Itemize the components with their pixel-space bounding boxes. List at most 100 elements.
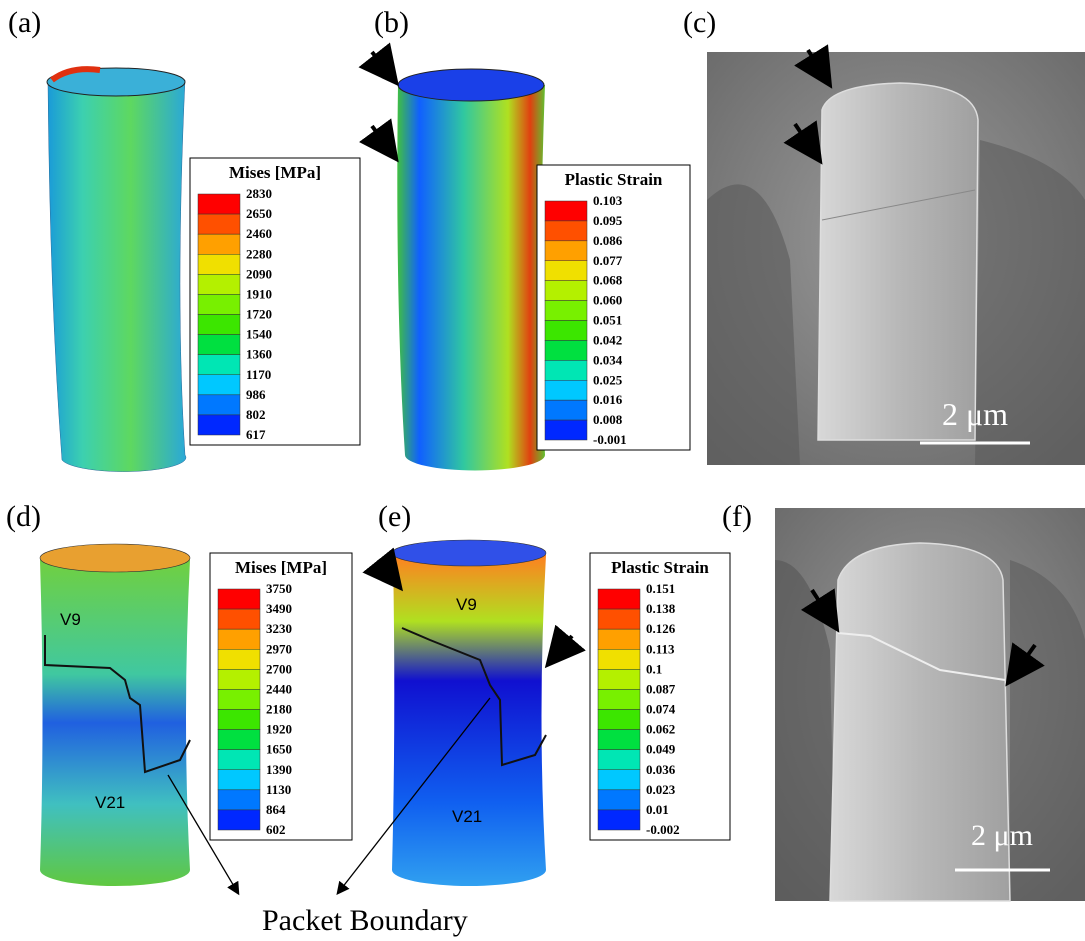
figure: Packet Boundary (a) Mises [MPa] 2830 2650 24… — [0, 0, 1085, 941]
legend-swatch — [198, 234, 240, 254]
legend-swatch — [198, 355, 240, 375]
caption: Packet Boundary — [262, 904, 468, 937]
sem-image-f — [775, 508, 1085, 901]
legend-value: 0.103 — [593, 193, 623, 208]
legend-title: Mises [MPa] — [235, 558, 327, 577]
legend-swatch — [218, 710, 260, 730]
legend-value: 1910 — [246, 286, 272, 301]
variant-label: V9 — [60, 610, 81, 629]
legend-title: Mises [MPa] — [229, 163, 321, 182]
legend-value: 0.068 — [593, 273, 623, 288]
legend-value: 2460 — [246, 226, 272, 241]
legend-swatch — [198, 194, 240, 214]
legend-value: 2700 — [266, 661, 292, 676]
model-a — [47, 68, 186, 472]
variant-label: V21 — [452, 807, 482, 826]
legend-swatch — [198, 415, 240, 435]
legend-swatch — [218, 689, 260, 709]
variant-label: V9 — [456, 595, 477, 614]
legend-swatch — [598, 629, 640, 649]
legend-value: 0.049 — [646, 742, 676, 757]
legend-value: 0.008 — [593, 412, 623, 427]
legend-value: 1720 — [246, 307, 272, 322]
legend-swatch — [598, 609, 640, 629]
legend-swatch — [198, 395, 240, 415]
legend-value: 986 — [246, 387, 266, 402]
legend: Plastic Strain 0.103 0.095 0.086 0.077 0.068 0… — [537, 165, 690, 450]
panel-label: (e) — [378, 500, 411, 533]
legend-value: 2830 — [246, 186, 272, 201]
legend-value: 1130 — [266, 782, 291, 797]
legend-swatch — [545, 201, 587, 221]
legend-value: 602 — [266, 822, 286, 837]
legend-value: 1360 — [246, 347, 272, 362]
legend-value: 2280 — [246, 246, 272, 261]
legend-value: -0.002 — [646, 822, 680, 837]
legend-value: 0.086 — [593, 233, 623, 248]
legend-value: 864 — [266, 802, 286, 817]
panel-label: (b) — [374, 6, 409, 39]
sem-image-c — [707, 52, 1085, 465]
legend-value: 2180 — [266, 702, 292, 717]
model-d — [40, 544, 190, 886]
legend-swatch — [218, 589, 260, 609]
legend-value: 2970 — [266, 641, 292, 656]
legend-swatch — [218, 770, 260, 790]
legend-swatch — [198, 294, 240, 314]
panel-label: (a) — [8, 6, 41, 39]
legend-swatch — [198, 315, 240, 335]
legend-title: Plastic Strain — [565, 170, 663, 189]
legend-swatch — [198, 335, 240, 355]
legend-value: 1920 — [266, 722, 292, 737]
legend-value: 0.01 — [646, 802, 669, 817]
legend-value: 802 — [246, 407, 266, 422]
legend-value: 0.113 — [646, 641, 675, 656]
legend-value: 0.138 — [646, 601, 676, 616]
scale-bar-label: 2 μm — [971, 819, 1033, 852]
legend-swatch — [598, 669, 640, 689]
legend-title: Plastic Strain — [611, 558, 709, 577]
legend-swatch — [598, 589, 640, 609]
legend-value: -0.001 — [593, 432, 627, 447]
legend-swatch — [598, 770, 640, 790]
legend-swatch — [218, 750, 260, 770]
legend-value: 2440 — [266, 681, 292, 696]
legend-value: 0.060 — [593, 293, 622, 308]
legend-swatch — [545, 380, 587, 400]
legend-swatch — [598, 710, 640, 730]
legend-value: 0.077 — [593, 253, 623, 268]
legend-swatch — [545, 400, 587, 420]
legend-swatch — [545, 241, 587, 261]
legend-swatch — [218, 669, 260, 689]
legend-value: 2090 — [246, 266, 272, 281]
legend-value: 3490 — [266, 601, 292, 616]
legend-swatch — [198, 375, 240, 395]
legend: Mises [MPa] 2830 2650 2460 2280 2090 1910 1720 1… — [190, 158, 360, 445]
legend-value: 1390 — [266, 762, 292, 777]
legend-value: 2650 — [246, 206, 272, 221]
legend-value: 0.126 — [646, 621, 676, 636]
panel-label: (f) — [722, 500, 752, 533]
legend-value: 0.062 — [646, 722, 675, 737]
legend-value: 0.095 — [593, 213, 623, 228]
legend-value: 0.034 — [593, 352, 623, 367]
legend-swatch — [598, 689, 640, 709]
legend-value: 0.025 — [593, 372, 623, 387]
legend-swatch — [218, 810, 260, 830]
legend-swatch — [198, 254, 240, 274]
legend-swatch — [545, 360, 587, 380]
legend-swatch — [545, 261, 587, 281]
legend-swatch — [218, 649, 260, 669]
legend-value: 0.036 — [646, 762, 676, 777]
legend-value: 1650 — [266, 742, 292, 757]
legend-value: 3230 — [266, 621, 292, 636]
legend-value: 0.042 — [593, 332, 622, 347]
legend: Mises [MPa] 3750 3490 3230 2970 2700 2440 2180 1… — [210, 553, 352, 840]
legend-value: 3750 — [266, 581, 292, 596]
panel-label: (d) — [6, 500, 41, 533]
legend-swatch — [545, 340, 587, 360]
legend-swatch — [598, 790, 640, 810]
legend-swatch — [545, 221, 587, 241]
legend-value: 0.023 — [646, 782, 676, 797]
legend-swatch — [598, 730, 640, 750]
